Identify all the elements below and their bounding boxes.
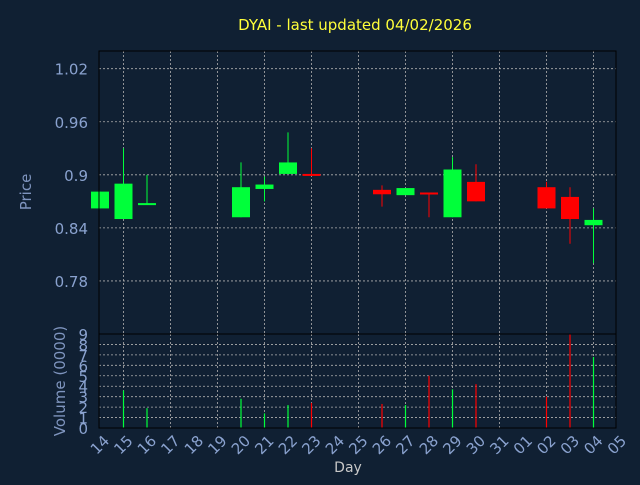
x-tick-label: 18 <box>181 432 207 458</box>
x-tick-label: 17 <box>157 432 183 458</box>
price-tick-label: 0.84 <box>55 220 88 238</box>
x-tick-label: 03 <box>557 432 583 458</box>
candle-body <box>279 162 297 174</box>
x-tick-label: 20 <box>228 432 254 458</box>
price-tick-label: 0.96 <box>55 114 88 132</box>
x-tick-label: 27 <box>392 432 418 458</box>
x-tick-label: 28 <box>416 432 442 458</box>
chart-title: DYAI - last updated 04/02/2026 <box>238 16 472 34</box>
candle-body <box>138 203 156 206</box>
candle-body <box>537 187 556 209</box>
candle-body <box>584 219 603 226</box>
x-axis-label: Day <box>334 460 362 476</box>
candle-body <box>91 191 109 209</box>
x-tick-label: 16 <box>134 432 160 458</box>
price-tick-label: 0.78 <box>55 273 88 291</box>
x-tick-label: 15 <box>110 432 136 458</box>
x-tick-label: 21 <box>251 432 277 458</box>
candle-body <box>302 173 321 176</box>
volume-tick-label: 0 <box>78 420 88 438</box>
x-tick-label: 14 <box>87 432 113 458</box>
x-tick-label: 22 <box>275 432 301 458</box>
volume-tick-label: 7 <box>78 347 88 365</box>
volume-tick-label: 5 <box>78 368 88 386</box>
volume-tick-label: 1 <box>78 410 88 428</box>
candle-body <box>373 189 391 195</box>
x-tick-label: 05 <box>604 432 630 458</box>
price-tick-label: 0.9 <box>64 167 88 185</box>
volume-tick-label: 6 <box>78 357 88 375</box>
x-tick-label: 01 <box>510 432 536 458</box>
candle-body <box>232 187 250 218</box>
candle-body <box>467 181 485 202</box>
x-tick-label: 23 <box>298 432 324 458</box>
candle-body <box>443 169 462 218</box>
candle-body <box>114 183 133 220</box>
candle-body <box>255 184 274 189</box>
volume-tick-label: 9 <box>78 326 88 344</box>
candle-body <box>420 192 438 195</box>
price-axis-label: Price <box>17 174 35 211</box>
volume-tick-label: 3 <box>78 389 88 407</box>
candle-body <box>396 188 415 196</box>
volume-tick-label: 2 <box>78 399 88 417</box>
price-tick-label: 1.02 <box>55 61 88 79</box>
x-tick-label: 24 <box>322 432 348 458</box>
volume-axis-label: Volume (0000) <box>51 326 69 436</box>
candle-body <box>561 196 579 220</box>
x-tick-label: 31 <box>486 432 512 458</box>
x-tick-label: 19 <box>204 432 230 458</box>
x-tick-label: 04 <box>580 432 606 458</box>
x-tick-label: 26 <box>369 432 395 458</box>
x-tick-label: 02 <box>533 432 559 458</box>
volume-tick-label: 8 <box>78 336 88 354</box>
x-tick-label: 30 <box>463 432 489 458</box>
x-tick-label: 29 <box>439 432 465 458</box>
volume-panel-frame <box>98 333 617 429</box>
x-tick-label: 25 <box>345 432 371 458</box>
volume-tick-label: 4 <box>78 378 88 396</box>
